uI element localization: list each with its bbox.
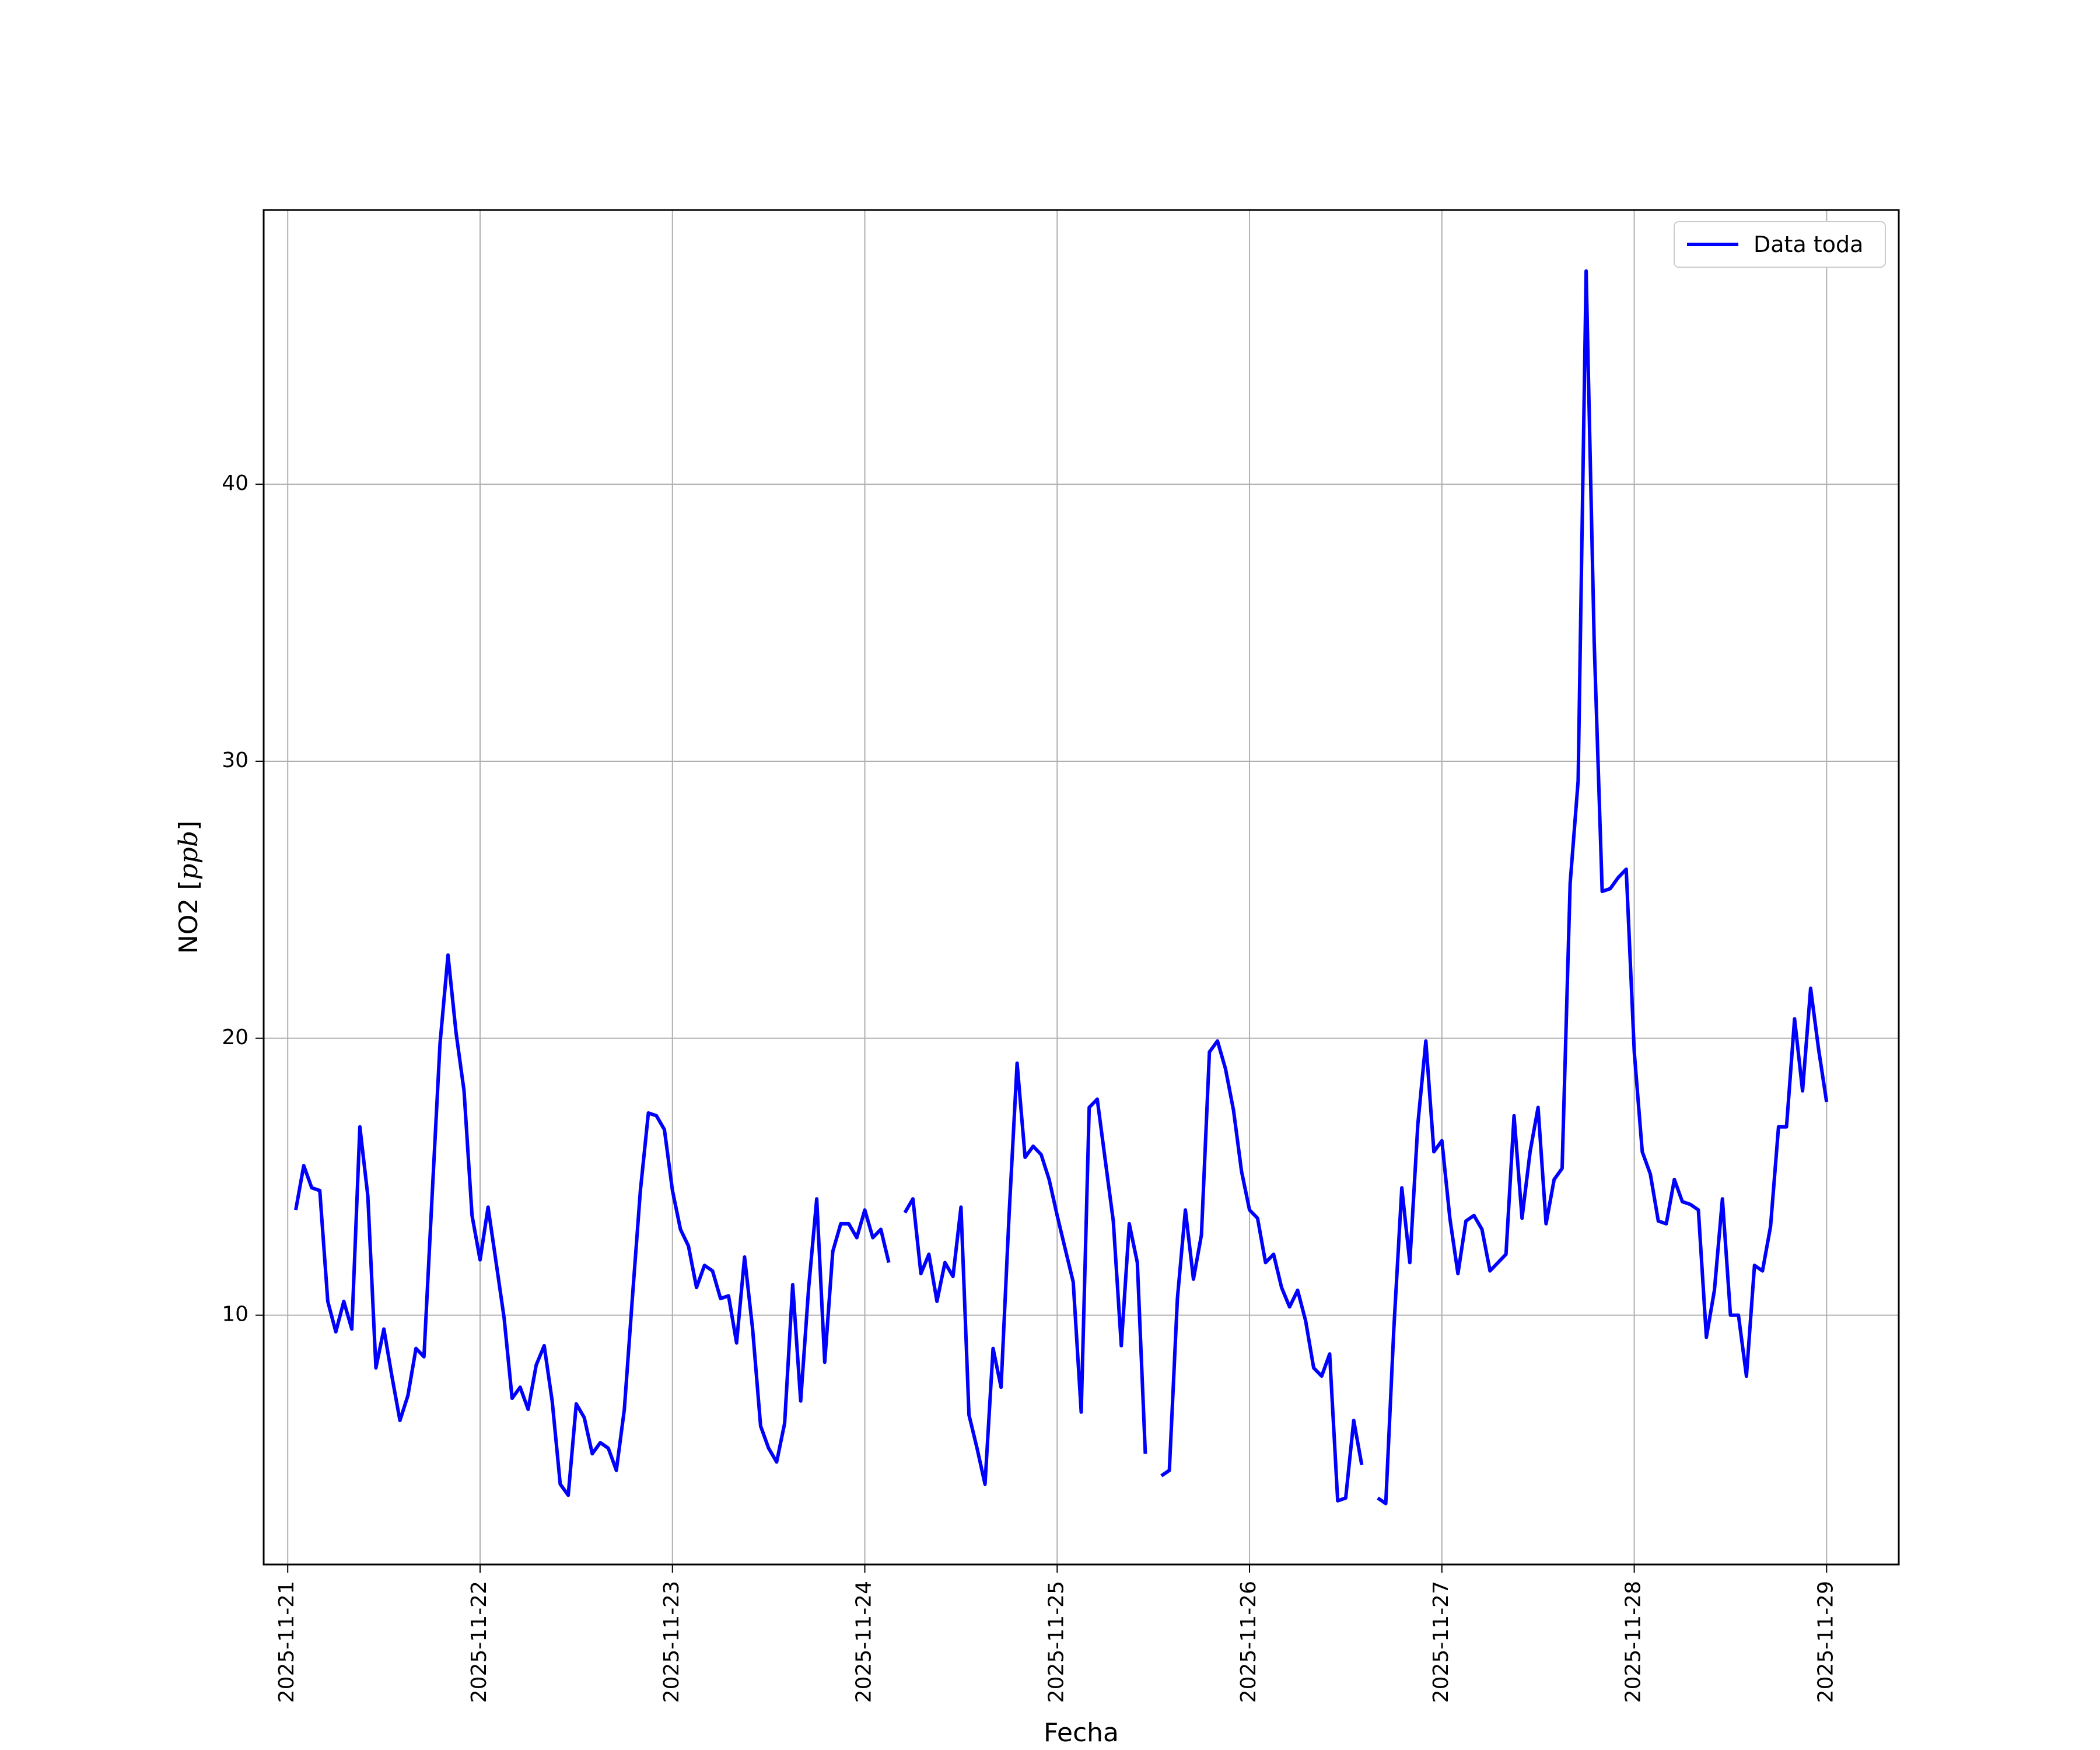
series-line-segment: [294, 953, 891, 1497]
x-tick-label: 2025-11-24: [852, 1581, 876, 1703]
x-tick-label: 2025-11-25: [1044, 1581, 1068, 1703]
legend-label: Data toda: [1754, 232, 1863, 257]
x-tick-label: 2025-11-22: [467, 1581, 491, 1703]
y-tick-label: 10: [222, 1303, 249, 1326]
y-axis-ticks: 10 20 30 40: [222, 471, 264, 1326]
y-axis-label-unit: ppb: [174, 831, 204, 880]
x-axis-ticks: 2025-11-21 2025-11-22 2025-11-23 2025-11-24…: [275, 1564, 1838, 1703]
y-axis-label: NO2 [ppb]: [174, 821, 204, 954]
x-tick-label: 2025-11-26: [1237, 1581, 1261, 1703]
y-tick-label: 20: [222, 1026, 249, 1049]
y-axis-label-prefix: NO2 [: [174, 880, 204, 954]
y-tick-label: 30: [222, 748, 249, 772]
y-axis-label-suffix: ]: [174, 821, 204, 831]
x-tick-label: 2025-11-29: [1814, 1581, 1838, 1703]
legend: Data toda: [1674, 221, 1886, 268]
series-lines: [294, 269, 1829, 1506]
legend-box: [1674, 221, 1886, 268]
y-tick-label: 40: [222, 471, 249, 495]
x-axis-label: Fecha: [1044, 1718, 1119, 1748]
series-line-segment: [903, 1061, 1147, 1486]
series-line-segment: [1160, 1039, 1364, 1503]
x-tick-label: 2025-11-23: [660, 1581, 684, 1703]
x-tick-label: 2025-11-27: [1429, 1581, 1453, 1703]
grid-lines: [264, 210, 1899, 1564]
x-tick-label: 2025-11-21: [275, 1581, 299, 1703]
x-tick-label: 2025-11-28: [1622, 1581, 1646, 1703]
series-line-segment: [1377, 269, 1829, 1506]
plot-frame: [262, 209, 1900, 1566]
